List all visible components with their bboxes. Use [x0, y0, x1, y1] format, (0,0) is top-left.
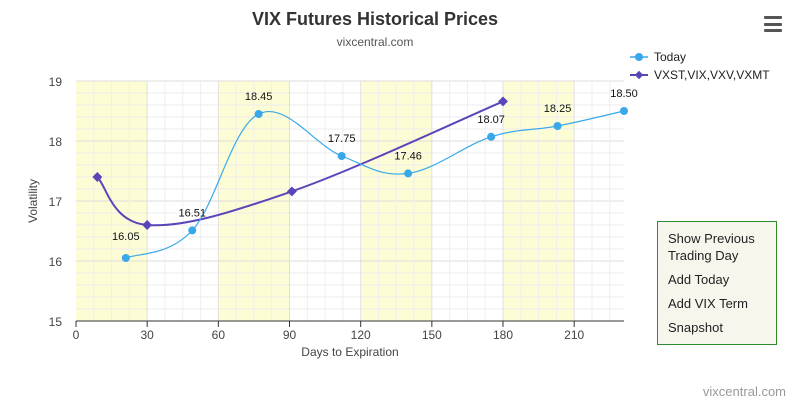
x-tick-label: 30 — [140, 328, 154, 342]
y-tick-label: 18 — [49, 135, 63, 149]
show-previous-trading-day-button[interactable]: Show Previous Trading Day — [658, 228, 776, 269]
y-tick-label: 15 — [49, 315, 63, 329]
series-today-point-7[interactable] — [620, 107, 628, 115]
data-label-today-6: 18.25 — [544, 103, 572, 115]
data-label-today-1: 16.51 — [178, 207, 206, 219]
data-label-today-2: 18.45 — [245, 91, 273, 103]
y-tick-label: 19 — [49, 75, 63, 89]
series-today-point-3[interactable] — [337, 152, 346, 160]
data-label-today-0: 16.05 — [112, 231, 140, 243]
chart-title: VIX Futures Historical Prices — [252, 9, 498, 29]
series-today-point-1[interactable] — [188, 226, 197, 235]
axes: 0 30 60 90 120 150 180 210 15 16 17 18 19 — [49, 75, 624, 342]
x-tick-label: 0 — [73, 328, 80, 342]
series-term-point-0[interactable] — [92, 172, 103, 182]
data-label-today-7: 18.50 — [610, 88, 638, 100]
legend-label-today: Today — [654, 50, 686, 64]
series-term-point-1[interactable] — [142, 220, 153, 230]
series-today-point-6[interactable] — [553, 122, 562, 130]
y-tick-label: 16 — [49, 255, 63, 269]
side-menu: Show Previous Trading Day Add Today Add … — [657, 221, 777, 345]
x-tick-label: 150 — [422, 328, 442, 342]
x-axis-title: Days to Expiration — [301, 345, 398, 359]
show-previous-label-line1: Show Previous — [668, 231, 755, 246]
legend-marker-today — [635, 53, 643, 61]
legend-label-term: VXST,VIX,VXV,VXMT — [654, 68, 770, 82]
menu-bar-top — [764, 16, 782, 19]
show-previous-label-line2: Trading Day — [668, 248, 739, 263]
add-today-button[interactable]: Add Today — [668, 272, 730, 287]
series-today-point-4[interactable] — [404, 169, 413, 178]
series-today-point-5[interactable] — [487, 132, 496, 141]
legend-item-today[interactable]: Today — [630, 50, 686, 64]
legend-marker-term — [634, 70, 644, 80]
data-label-today-4: 17.46 — [394, 150, 422, 162]
x-tick-label: 210 — [564, 328, 584, 342]
data-labels: 16.05 16.51 18.45 17.75 17.46 18.07 18.25 18.50 — [112, 88, 638, 243]
series-term-line — [96, 100, 504, 227]
x-tick-label: 60 — [212, 328, 226, 342]
series-today-point-0[interactable] — [121, 254, 130, 262]
menu-bar-middle — [764, 22, 782, 26]
snapshot-button[interactable]: Snapshot — [668, 320, 723, 335]
series-term-point-2[interactable] — [286, 186, 297, 197]
data-label-today-3: 17.75 — [328, 133, 356, 145]
menu-bar-bottom — [764, 29, 782, 32]
x-tick-label: 120 — [351, 328, 371, 342]
y-axis-title: Volatility — [26, 179, 40, 223]
legend-item-term[interactable]: VXST,VIX,VXV,VXMT — [630, 68, 770, 82]
data-label-today-5: 18.07 — [477, 114, 505, 126]
y-tick-label: 17 — [49, 195, 63, 209]
chart-credit[interactable]: vixcentral.com — [703, 384, 786, 399]
legend: Today VXST,VIX,VXV,VXMT — [630, 50, 770, 82]
x-tick-label: 180 — [493, 328, 513, 342]
x-tick-label: 90 — [283, 328, 297, 342]
series-today-line — [125, 110, 625, 259]
add-vix-term-button[interactable]: Add VIX Term — [668, 296, 748, 311]
series-today-point-2[interactable] — [254, 110, 263, 118]
chart-subtitle: vixcentral.com — [337, 35, 414, 49]
hamburger-menu-icon[interactable] — [764, 16, 782, 32]
grid — [76, 80, 624, 321]
